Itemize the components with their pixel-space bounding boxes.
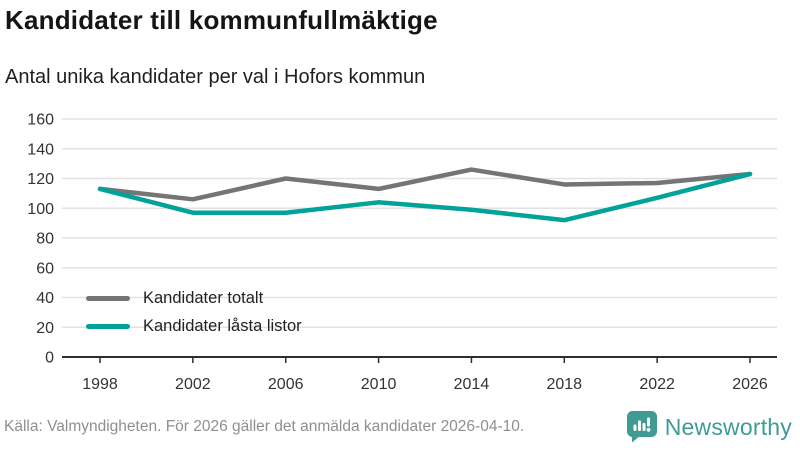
page-title: Kandidater till kommunfullmäktige — [5, 5, 438, 35]
legend-item-total: Kandidater totalt — [86, 288, 302, 308]
svg-text:2006: 2006 — [268, 376, 304, 393]
svg-text:2002: 2002 — [175, 376, 211, 393]
chart-subtitle: Antal unika kandidater per val i Hofors … — [5, 66, 426, 88]
svg-text:0: 0 — [45, 350, 54, 367]
line-chart-area: 0 20 40 60 80 100 120 140 160 1998 2002 2006 2010 201… — [0, 100, 800, 400]
line-chart: 0 20 40 60 80 100 120 140 160 1998 2002 2006 2010 201… — [27, 112, 777, 393]
legend-item-locked-lists: Kandidater låsta listor — [86, 316, 302, 336]
svg-text:140: 140 — [27, 141, 54, 158]
svg-text:1998: 1998 — [82, 376, 118, 393]
svg-text:100: 100 — [27, 201, 54, 218]
footer: Källa: Valmyndigheten. För 2026 gäller d… — [0, 406, 800, 448]
source-note: Källa: Valmyndigheten. För 2026 gäller d… — [4, 418, 525, 435]
legend-label-locked-lists: Kandidater låsta listor — [143, 316, 302, 335]
svg-text:160: 160 — [27, 112, 54, 129]
newsworthy-logo: Newsworthy — [626, 411, 792, 443]
svg-text:2014: 2014 — [454, 376, 490, 393]
chart-legend: Kandidater totalt Kandidater låsta listo… — [86, 288, 302, 336]
svg-text:2010: 2010 — [361, 376, 397, 393]
svg-text:2018: 2018 — [546, 376, 582, 393]
legend-swatch-total — [86, 295, 130, 301]
svg-text:120: 120 — [27, 171, 54, 188]
bar-chart-speech-bubble-icon — [626, 411, 657, 443]
svg-text:2022: 2022 — [639, 376, 675, 393]
svg-text:2026: 2026 — [732, 376, 768, 393]
legend-swatch-locked-lists — [86, 323, 130, 329]
svg-text:20: 20 — [36, 320, 54, 337]
svg-text:40: 40 — [36, 290, 54, 307]
legend-label-total: Kandidater totalt — [143, 288, 264, 307]
svg-text:80: 80 — [36, 231, 54, 248]
svg-text:60: 60 — [36, 260, 54, 277]
brand-wordmark: Newsworthy — [664, 413, 792, 440]
